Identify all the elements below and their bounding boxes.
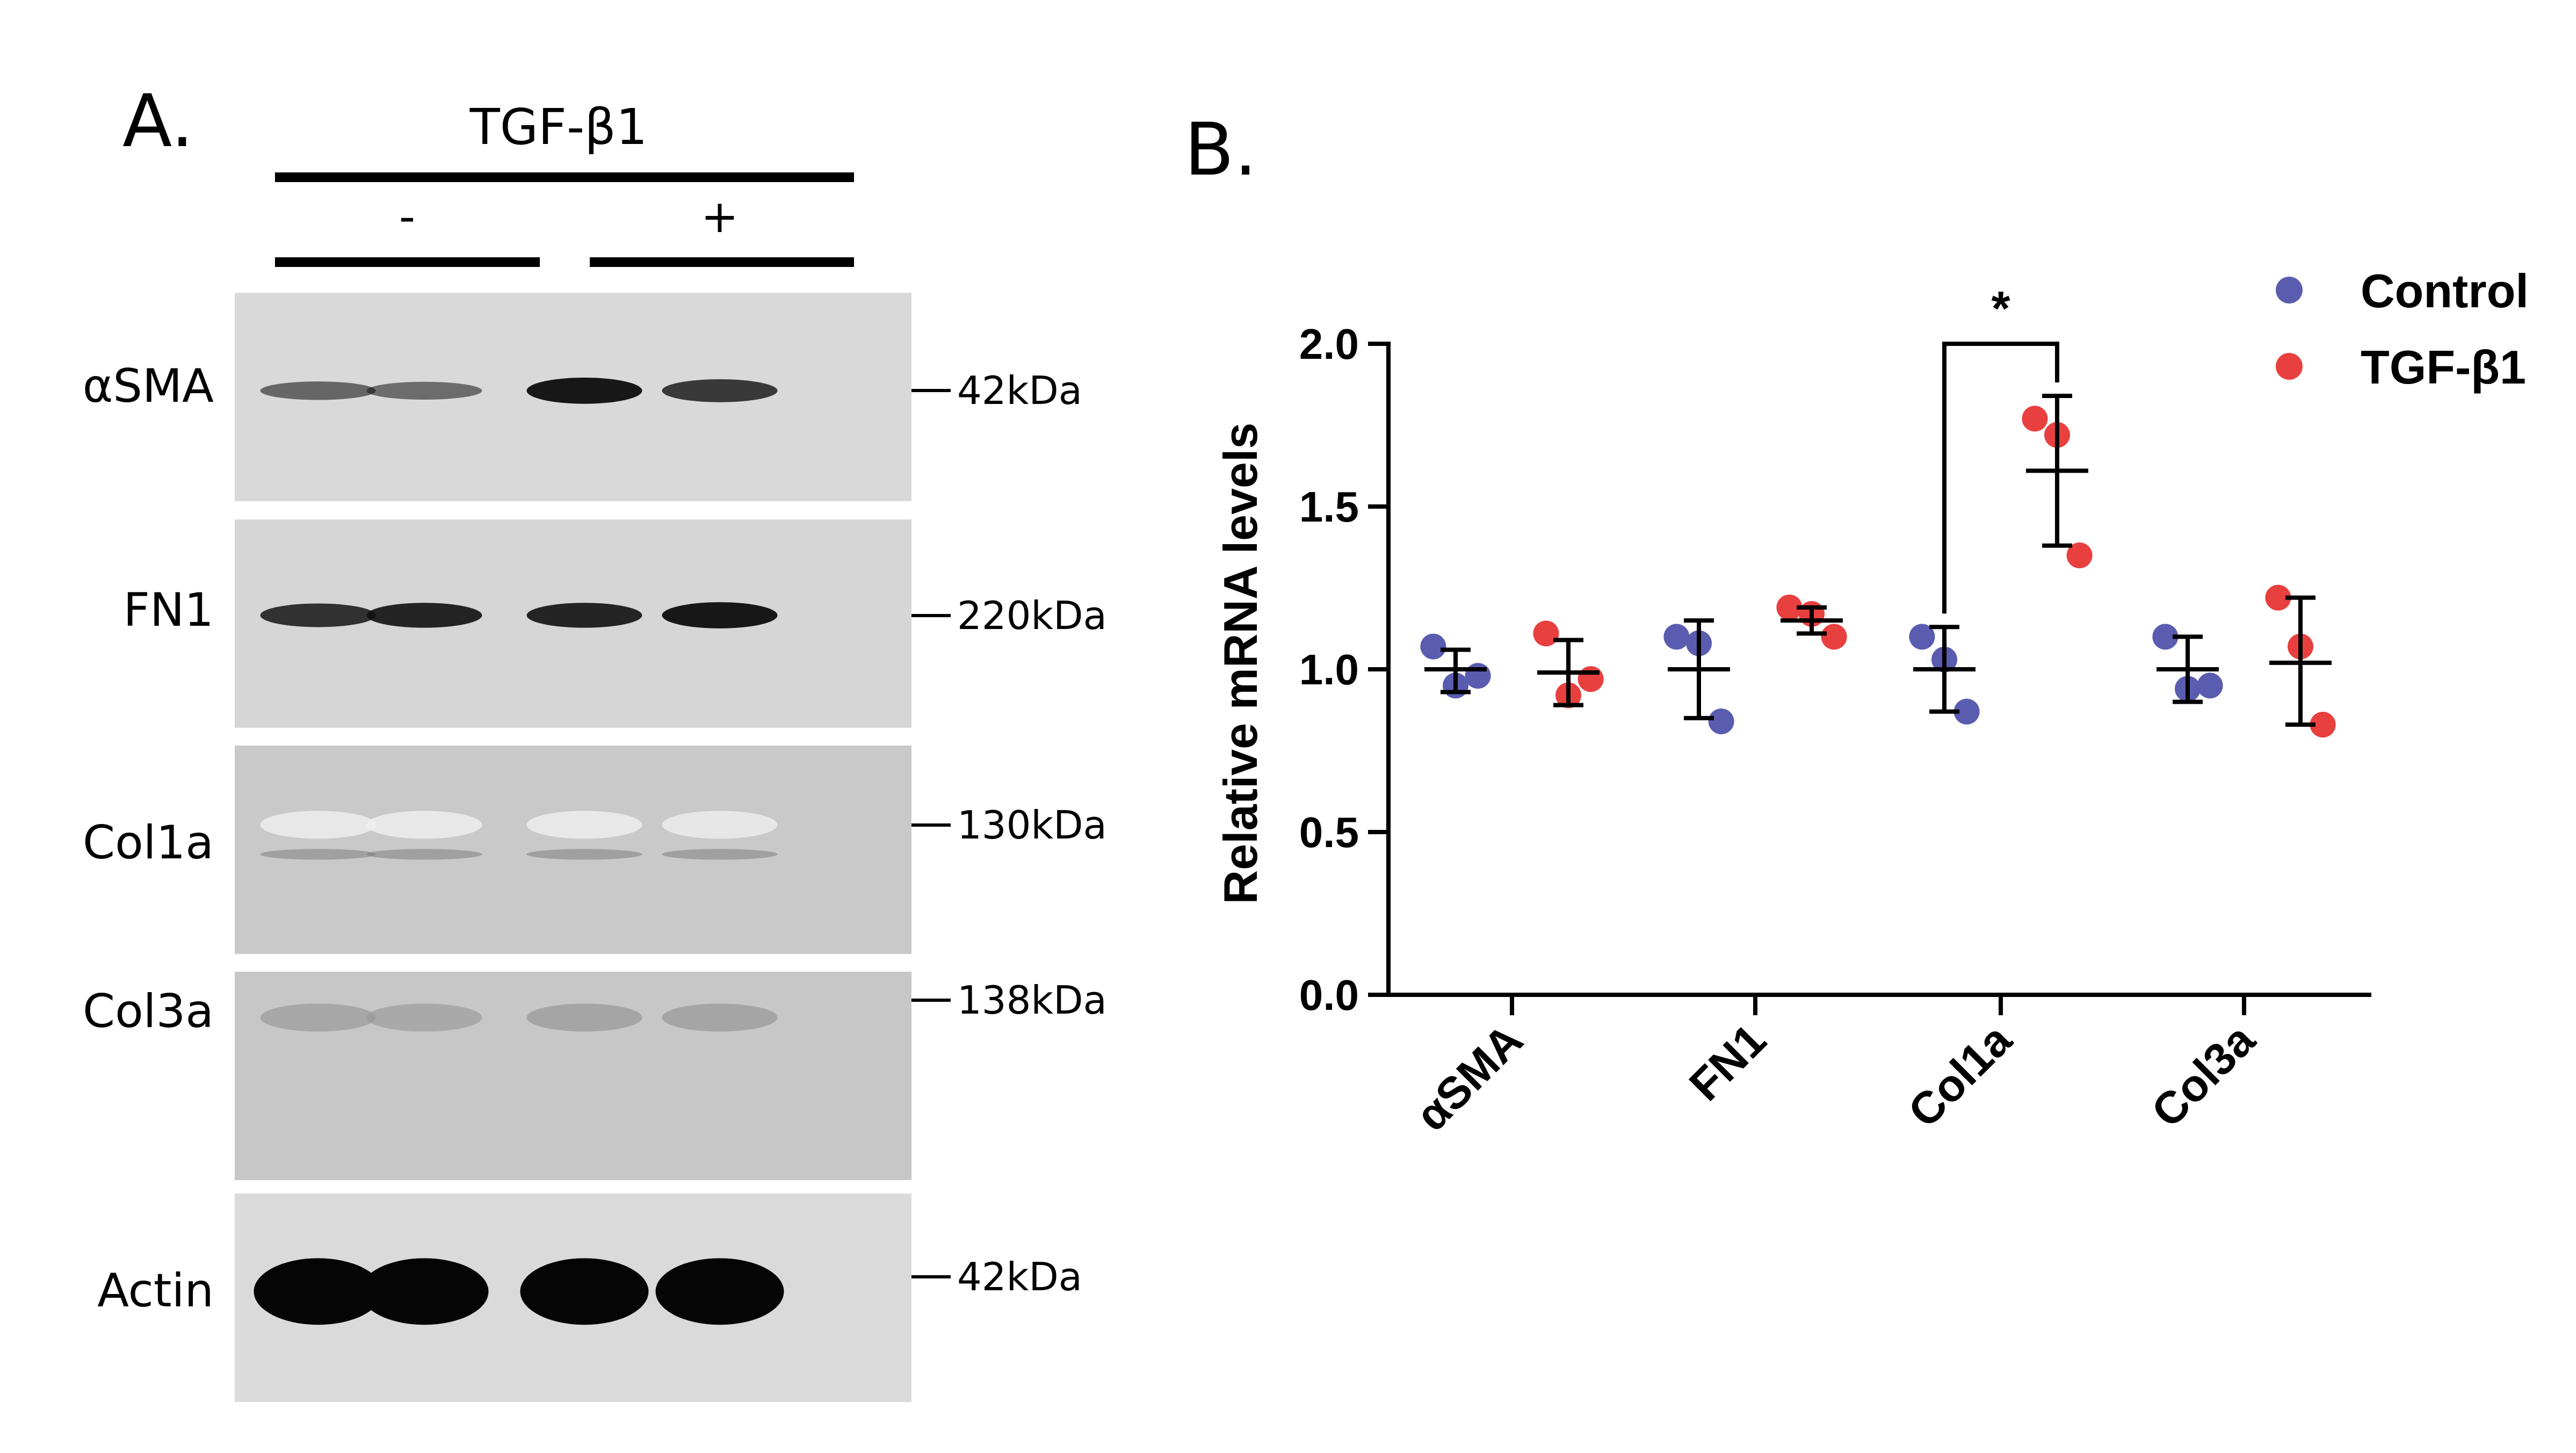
band [526,603,642,628]
y-tick-label: 0.5 [1299,808,1359,856]
data-point [1821,624,1847,650]
data-point [1953,698,1980,725]
data-point [1663,624,1690,650]
data-point [2265,584,2291,611]
blot-αsma: αSMA 42kDa [83,293,1082,501]
significance-star: * [1991,282,2010,336]
band [655,1258,784,1325]
panel-b: B. Control TGF-β1 Relative mRNA levels 0.… [1184,107,2529,1140]
blot-fn1: FN1 220kDa [123,519,1107,728]
band [526,1003,642,1032]
band [366,1003,482,1032]
protein-label: αSMA [83,359,214,413]
protein-label: Col3a [83,985,214,1038]
band [366,811,482,839]
x-tick-label: Col3a [2142,1014,2265,1137]
band [526,849,642,860]
band [260,849,376,860]
series-tgf-1 [1533,393,2336,738]
band [366,849,482,860]
panel-a-letter: A. [122,79,194,163]
data-point [1465,663,1491,689]
y-tick-label: 0.0 [1299,971,1359,1019]
y-tick-label: 2.0 [1299,320,1359,368]
protein-label: FN1 [123,583,214,637]
panel-a: A. TGF-β1 - + αSMA 42kDa FN1 220kDa Col1a 130… [83,79,1107,1402]
marker-label: 42kDa [957,368,1082,413]
y-axis-label: Relative mRNA levels [1214,423,1267,905]
blot-col3a: Col3a 138kDa [83,972,1107,1180]
band [526,811,642,839]
data-point [2197,673,2223,699]
data-point [1420,633,1446,660]
band [260,1003,376,1032]
x-tick-label: FN1 [1680,1014,1776,1110]
marker-label: 138kDa [957,978,1107,1023]
data-point [2066,542,2093,568]
data-point [2022,406,2048,432]
blot-actin: Actin 42kDa [97,1194,1082,1402]
data-point [1909,624,1935,650]
data-point [1578,666,1604,692]
significance-bracket: * [1942,282,2059,614]
legend-marker [2276,353,2303,380]
blot-stack: αSMA 42kDa FN1 220kDa Col1a 130kDa Col3a 138kDa… [83,293,1107,1402]
legend-marker [2276,277,2303,303]
series-control [1420,618,2223,734]
legend: Control TGF-β1 [2276,264,2529,394]
y-tick-label: 1.5 [1299,483,1359,531]
data-point [2152,624,2179,650]
treatment-label: TGF-β1 [469,98,648,156]
protein-label: Col1a [83,816,214,870]
data-point [1533,620,1559,647]
band [366,381,482,400]
group-minus-label: - [399,190,415,243]
protein-label: Actin [97,1264,214,1318]
band [526,377,642,404]
panel-b-letter: B. [1184,107,1257,192]
band [254,1258,382,1325]
band [360,1258,489,1325]
bracket-line [1942,342,2059,614]
x-tick-label: αSMA [1406,1014,1532,1140]
band [662,811,778,839]
marker-label: 130kDa [957,803,1107,848]
blot-panel [235,972,911,1180]
marker-label: 220kDa [957,593,1107,638]
blot-col1a: Col1a 130kDa [83,746,1107,954]
band [662,602,778,628]
group-plus-label: + [701,190,739,243]
y-tick-label: 1.0 [1299,646,1359,693]
band [366,603,482,628]
band [662,379,778,402]
band [260,381,376,400]
band [520,1258,649,1325]
band [260,811,376,839]
data-point [1708,708,1734,734]
band [662,1003,778,1032]
data-point [1776,594,1803,620]
band [260,603,376,627]
band [662,849,778,860]
scatter-chart: Relative mRNA levels 0.0 0.5 1.0 1.5 2.0 αSMA… [1214,282,2371,1140]
data-point [2310,712,2336,738]
marker-label: 42kDa [957,1254,1082,1299]
legend-label: TGF-β1 [2361,341,2526,394]
x-tick-label: Col1a [1899,1014,2022,1137]
legend-label: Control [2361,264,2529,317]
